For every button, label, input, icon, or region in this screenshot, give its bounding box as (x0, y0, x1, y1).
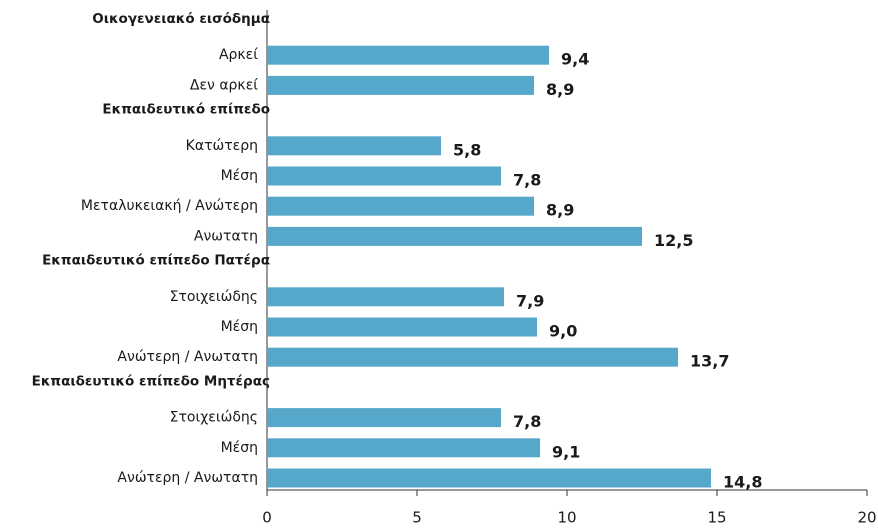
value-label: 7,9 (516, 291, 544, 310)
y-tick-label: Δεν αρκεί (190, 77, 258, 93)
value-label: 14,8 (723, 473, 762, 492)
y-tick-label: Μεταλυκειακή / Ανώτερη (81, 198, 258, 214)
y-tick-label: Κατώτερη (186, 138, 258, 154)
x-tick-label: 20 (857, 509, 876, 527)
x-tick-label: 0 (262, 509, 272, 527)
bar (267, 75, 534, 95)
y-tick-label: Ανωτατη (194, 228, 258, 244)
y-tick-label: Ανώτερη / Ανωτατη (117, 349, 258, 365)
y-tick-label: Αρκεί (219, 47, 258, 63)
value-label: 9,1 (552, 442, 580, 461)
x-tick-label: 5 (412, 509, 422, 527)
group-header: Εκπαιδευτικό επίπεδο Πατέρα (42, 253, 270, 269)
y-tick-label: Μέση (221, 440, 258, 456)
bar (267, 317, 537, 337)
group-header: Εκπαιδευτικό επίπεδο Μητέρας (32, 373, 270, 389)
value-label: 9,4 (561, 50, 589, 69)
value-label: 8,9 (546, 201, 574, 220)
group-header: Εκπαιδευτικό επίπεδο (102, 102, 270, 118)
y-tick-label: Ανώτερη / Ανωτατη (117, 470, 258, 486)
bar (267, 408, 501, 428)
y-tick-label: Στοιχειώδης (170, 289, 258, 305)
value-label: 13,7 (690, 352, 729, 371)
bar (267, 166, 501, 186)
x-tick-label: 10 (557, 509, 576, 527)
bar (267, 468, 711, 488)
bar (267, 438, 540, 458)
bar (267, 136, 441, 156)
bar (267, 226, 642, 246)
bar (267, 347, 678, 367)
y-tick-label: Μέση (221, 168, 258, 184)
value-label: 7,8 (513, 412, 541, 431)
value-label: 12,5 (654, 231, 693, 250)
value-label: 5,8 (453, 140, 481, 159)
x-tick-label: 15 (707, 509, 726, 527)
value-label: 7,8 (513, 171, 541, 190)
group-header: Οικογενειακό εισόδημα (92, 11, 270, 27)
bar (267, 287, 504, 307)
y-tick-label: Μέση (221, 319, 258, 335)
value-label: 9,0 (549, 322, 577, 341)
bar (267, 196, 534, 216)
bar (267, 45, 549, 65)
y-tick-label: Στοιχειώδης (170, 410, 258, 426)
value-label: 8,9 (546, 80, 574, 99)
